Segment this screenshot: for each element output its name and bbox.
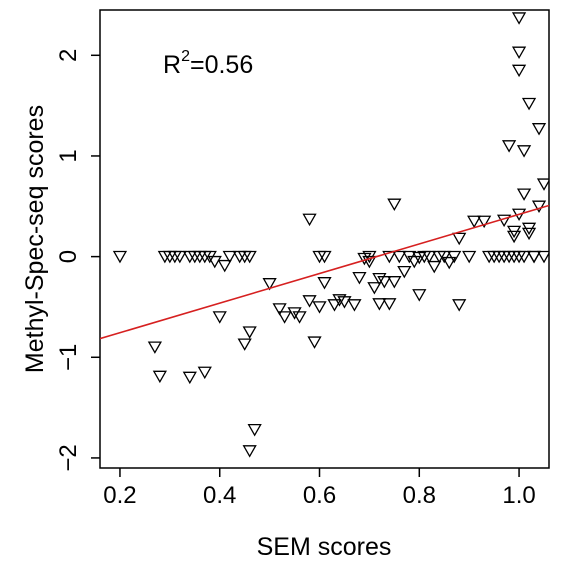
data-point xyxy=(242,250,257,264)
data-point xyxy=(477,215,492,229)
data-point xyxy=(511,64,527,78)
data-point xyxy=(362,255,377,269)
data-point xyxy=(197,366,212,380)
data-point xyxy=(387,276,402,289)
data-point xyxy=(511,46,527,59)
data-point xyxy=(382,250,397,264)
data-point xyxy=(212,311,227,324)
data-point xyxy=(242,326,257,339)
data-point xyxy=(516,250,532,264)
data-point xyxy=(516,188,532,201)
data-point xyxy=(511,12,527,25)
x-tick-label: 0.6 xyxy=(303,482,336,509)
data-point xyxy=(237,338,252,351)
y-tick-label: 0 xyxy=(55,250,82,263)
data-point xyxy=(501,140,517,153)
data-point xyxy=(222,250,237,264)
y-tick-label: −2 xyxy=(55,444,82,471)
data-point xyxy=(147,341,162,354)
data-point xyxy=(452,232,467,246)
data-point xyxy=(332,294,347,307)
x-tick-label: 0.2 xyxy=(103,482,136,509)
data-point xyxy=(372,298,387,311)
data-point xyxy=(506,225,522,239)
data-point xyxy=(242,445,257,458)
data-point xyxy=(207,255,222,269)
data-point xyxy=(337,296,352,309)
data-point xyxy=(437,250,452,264)
data-point xyxy=(327,299,342,312)
data-point xyxy=(536,250,549,264)
y-axis-title: Methyl-Spec-seq scores xyxy=(21,105,49,373)
data-point xyxy=(462,250,477,264)
plot-frame xyxy=(99,9,550,469)
data-point xyxy=(367,282,382,295)
data-point xyxy=(307,336,322,349)
data-point xyxy=(347,299,362,312)
data-point xyxy=(387,198,402,211)
data-point xyxy=(182,371,197,385)
data-point xyxy=(496,214,512,228)
data-point xyxy=(427,260,442,274)
data-point xyxy=(262,278,277,291)
data-point xyxy=(287,307,302,320)
data-point xyxy=(317,277,332,290)
data-point xyxy=(521,97,537,111)
data-point xyxy=(531,123,547,136)
y-axis: −2 −1 0 1 2 xyxy=(55,49,100,472)
data-point xyxy=(442,256,457,270)
x-axis-title: SEM scores xyxy=(257,533,392,561)
x-tick-label: 0.8 xyxy=(403,482,436,509)
data-point xyxy=(317,250,332,264)
data-point xyxy=(352,272,367,285)
data-point xyxy=(447,250,462,264)
data-point xyxy=(526,250,542,264)
data-point xyxy=(467,215,482,229)
r-squared-annotation: R2=0.56 xyxy=(163,48,253,79)
data-point xyxy=(506,230,522,244)
fit-line xyxy=(100,204,549,340)
data-point xyxy=(516,145,532,158)
data-point xyxy=(382,298,397,311)
x-axis: 0.2 0.4 0.6 0.8 1.0 xyxy=(103,468,536,509)
data-point xyxy=(536,178,549,191)
data-point xyxy=(247,423,262,437)
data-point xyxy=(407,255,422,269)
data-point xyxy=(302,213,317,227)
data-point xyxy=(312,301,327,314)
data-point xyxy=(372,273,387,286)
data-point xyxy=(521,227,537,241)
data-point xyxy=(531,200,547,213)
x-tick-label: 1.0 xyxy=(502,482,535,509)
data-point xyxy=(302,295,317,308)
data-point xyxy=(392,250,407,264)
data-point xyxy=(152,370,167,384)
data-point xyxy=(422,250,437,264)
y-tick-label: 1 xyxy=(55,149,82,162)
data-point xyxy=(452,299,467,312)
data-point xyxy=(377,276,392,289)
data-point xyxy=(292,311,307,324)
data-point xyxy=(412,289,427,302)
data-point xyxy=(172,250,187,264)
y-tick-label: −1 xyxy=(55,344,82,371)
data-point xyxy=(277,311,292,324)
x-tick-label: 0.4 xyxy=(203,482,236,509)
data-point xyxy=(112,250,128,264)
y-tick-label: 2 xyxy=(55,49,82,62)
data-point xyxy=(217,259,232,273)
data-point xyxy=(272,303,287,316)
data-point xyxy=(397,265,412,279)
